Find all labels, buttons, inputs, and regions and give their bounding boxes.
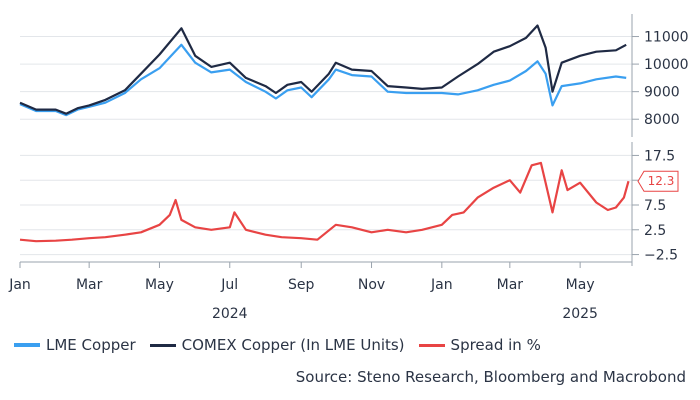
legend-item-comex[interactable]: COMEX Copper (In LME Units): [149, 336, 405, 354]
end-value-label-box: [637, 170, 679, 192]
source-note: Source: Steno Research, Bloomberg and Ma…: [295, 368, 686, 386]
y-tick-label-price: 9000: [644, 85, 680, 101]
x-year-label: 2024: [212, 306, 248, 322]
legend-item-lme[interactable]: LME Copper: [14, 336, 136, 354]
legend-label-comex: COMEX Copper (In LME Units): [181, 336, 405, 354]
x-tick-label: Mar: [497, 277, 524, 293]
y-tick-label-price: 10000: [644, 57, 689, 73]
legend-item-spread[interactable]: Spread in %: [418, 336, 541, 354]
x-tick-label: Mar: [76, 277, 103, 293]
x-tick-label: Sep: [288, 277, 315, 293]
y-tick-label-spread: 17.5: [644, 148, 675, 164]
x-tick-label: May: [566, 277, 595, 293]
y-tick-label-price: 8000: [644, 112, 680, 128]
x-tick-label: Jan: [8, 277, 31, 293]
end-value-label: 12.3: [648, 174, 675, 188]
y-tick-label-spread: 7.5: [644, 198, 666, 214]
legend-swatch-comex: [149, 343, 176, 347]
y-tick-label-price: 11000: [644, 30, 689, 46]
x-year-label: 2025: [562, 306, 598, 322]
legend-swatch-spread: [418, 343, 445, 347]
series-line-spread-in: [19, 161, 630, 243]
chart: 800090001000011000−2.52.57.512.517.512.3…: [8, 14, 689, 322]
series-line-comex-copper-in-lme-units: [19, 24, 627, 115]
legend-swatch-lme: [14, 343, 40, 347]
y-tick-label-spread: −2.5: [644, 248, 678, 264]
legend-label-spread: Spread in %: [450, 336, 541, 354]
y-tick-label-spread: 2.5: [644, 223, 666, 239]
legend: LME Copper COMEX Copper (In LME Units) S…: [14, 336, 541, 354]
x-tick-label: May: [145, 277, 174, 293]
series-line-lme-copper: [19, 43, 627, 117]
x-tick-label: Jan: [430, 277, 453, 293]
legend-label-lme: LME Copper: [46, 336, 136, 354]
x-tick-label: Nov: [358, 277, 385, 293]
x-tick-label: Jul: [220, 277, 238, 293]
